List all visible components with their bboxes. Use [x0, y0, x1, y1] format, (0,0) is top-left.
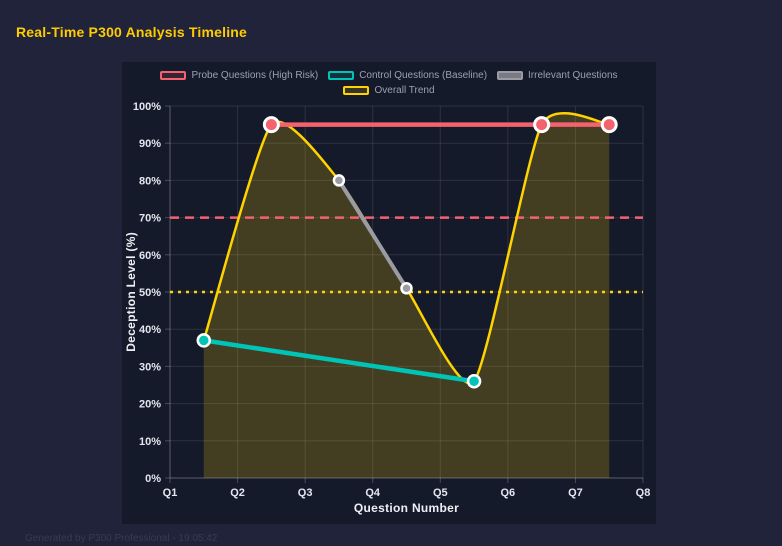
legend-label: Irrelevant Questions — [528, 70, 618, 81]
y-tick-label: 40% — [139, 324, 161, 336]
y-tick-label: 100% — [133, 101, 161, 113]
y-tick-label: 90% — [139, 138, 161, 150]
trend-area — [203, 113, 610, 478]
page-title: Real-Time P300 Analysis Timeline — [16, 24, 248, 40]
legend-row: Probe Questions (High Risk) Control Quest… — [160, 70, 618, 81]
legend-label: Probe Questions (High Risk) — [191, 70, 319, 81]
data-point-control-questions-baseline[interactable] — [466, 374, 482, 389]
legend-swatch-icon — [343, 86, 370, 95]
series-line-irrelevant-questions — [336, 178, 409, 291]
y-tick-label: 0% — [145, 473, 161, 485]
data-point-irrelevant-questions[interactable] — [400, 282, 413, 295]
x-tick-label: Q8 — [636, 487, 651, 499]
x-tick-label: Q6 — [501, 487, 516, 499]
x-tick-label: Q5 — [433, 487, 448, 499]
legend-swatch-icon — [328, 71, 355, 80]
data-point-irrelevant-questions[interactable] — [332, 174, 346, 187]
series-line-control-questions-baseline — [201, 338, 477, 384]
x-tick-label: Q7 — [568, 487, 583, 499]
x-tick-label: Q2 — [230, 487, 245, 499]
legend-label: Overall Trend — [374, 85, 435, 96]
legend-swatch-icon — [497, 71, 524, 80]
legend-item-probe-questions-high-risk[interactable]: Probe Questions (High Risk) — [160, 70, 318, 81]
data-point-probe-questions-high-risk[interactable] — [533, 116, 551, 134]
y-tick-label: 20% — [139, 399, 161, 411]
data-point-probe-questions-high-risk[interactable] — [262, 116, 280, 134]
data-point-probe-questions-high-risk[interactable] — [600, 116, 618, 134]
legend-item-irrelevant-questions[interactable]: Irrelevant Questions — [497, 70, 618, 81]
y-axis-title-label: Deception Level (%) — [124, 232, 138, 352]
y-tick-label: 60% — [139, 250, 161, 262]
x-tick-label: Q3 — [298, 487, 313, 499]
x-tick-label: Q1 — [163, 487, 178, 499]
legend-item-control-questions-baseline[interactable]: Control Questions (Baseline) — [328, 70, 487, 81]
y-tick-label: 50% — [139, 287, 161, 299]
x-axis-title: Question Number — [353, 501, 460, 515]
legend-label: Control Questions (Baseline) — [359, 70, 488, 81]
chart-plot: Q1 Q2 Q3 Q4 Q5 Q6 Q7 Q8 0% 10% 20% 30% 40% 50% 60% 70% 8… — [133, 101, 651, 499]
y-axis-title: Deception Level (%) — [122, 106, 140, 478]
footer-text: Generated by P300 Professional - 19:05:4… — [25, 533, 218, 544]
legend-item-overall-trend[interactable]: Overall Trend — [343, 85, 435, 96]
legend-row: Overall Trend — [343, 85, 435, 96]
y-tick-label: 80% — [139, 175, 161, 187]
y-tick-label: 10% — [139, 436, 161, 448]
chart-legend: Probe Questions (High Risk) Control Quest… — [122, 70, 656, 96]
chart-panel: Probe Questions (High Risk) Control Quest… — [122, 62, 656, 524]
y-tick-label: 30% — [139, 361, 161, 373]
y-tick-label: 70% — [139, 213, 161, 225]
legend-swatch-icon — [160, 71, 187, 80]
data-point-control-questions-baseline[interactable] — [196, 333, 212, 348]
x-tick-label: Q4 — [365, 487, 381, 499]
